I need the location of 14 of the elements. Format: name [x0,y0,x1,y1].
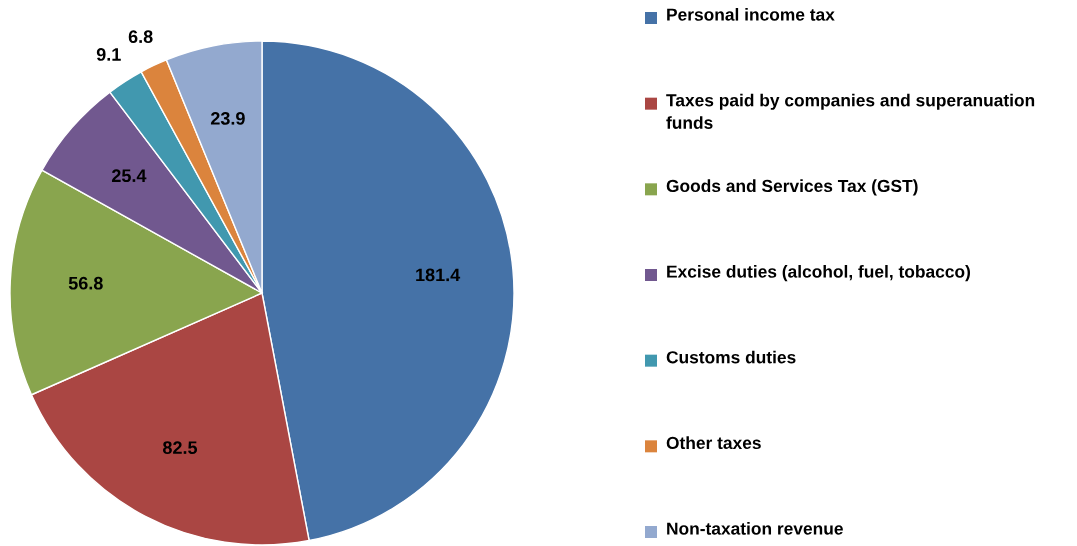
data-label: 6.8 [128,30,153,44]
data-label: 181.4 [416,268,461,282]
legend-label: Customs duties [666,350,796,364]
legend-label: Excise duties (alcohol, fuel, tobacco) [667,265,970,282]
legend-label: Taxes paid by companies and superanuation funds [666,93,1035,129]
legend-label: Other taxes [666,436,761,450]
data-label: 56.8 [68,276,103,290]
data-label: 9.1 [96,48,121,61]
data-label: 82.5 [162,441,198,455]
legend-label: Personal income tax [667,8,835,21]
legend-label: Non-taxation revenue [667,522,843,535]
data-label: 25.4 [111,169,147,183]
data-label: 23.9 [210,111,245,125]
legend-label: Goods and Services Tax (GST) [666,179,918,196]
